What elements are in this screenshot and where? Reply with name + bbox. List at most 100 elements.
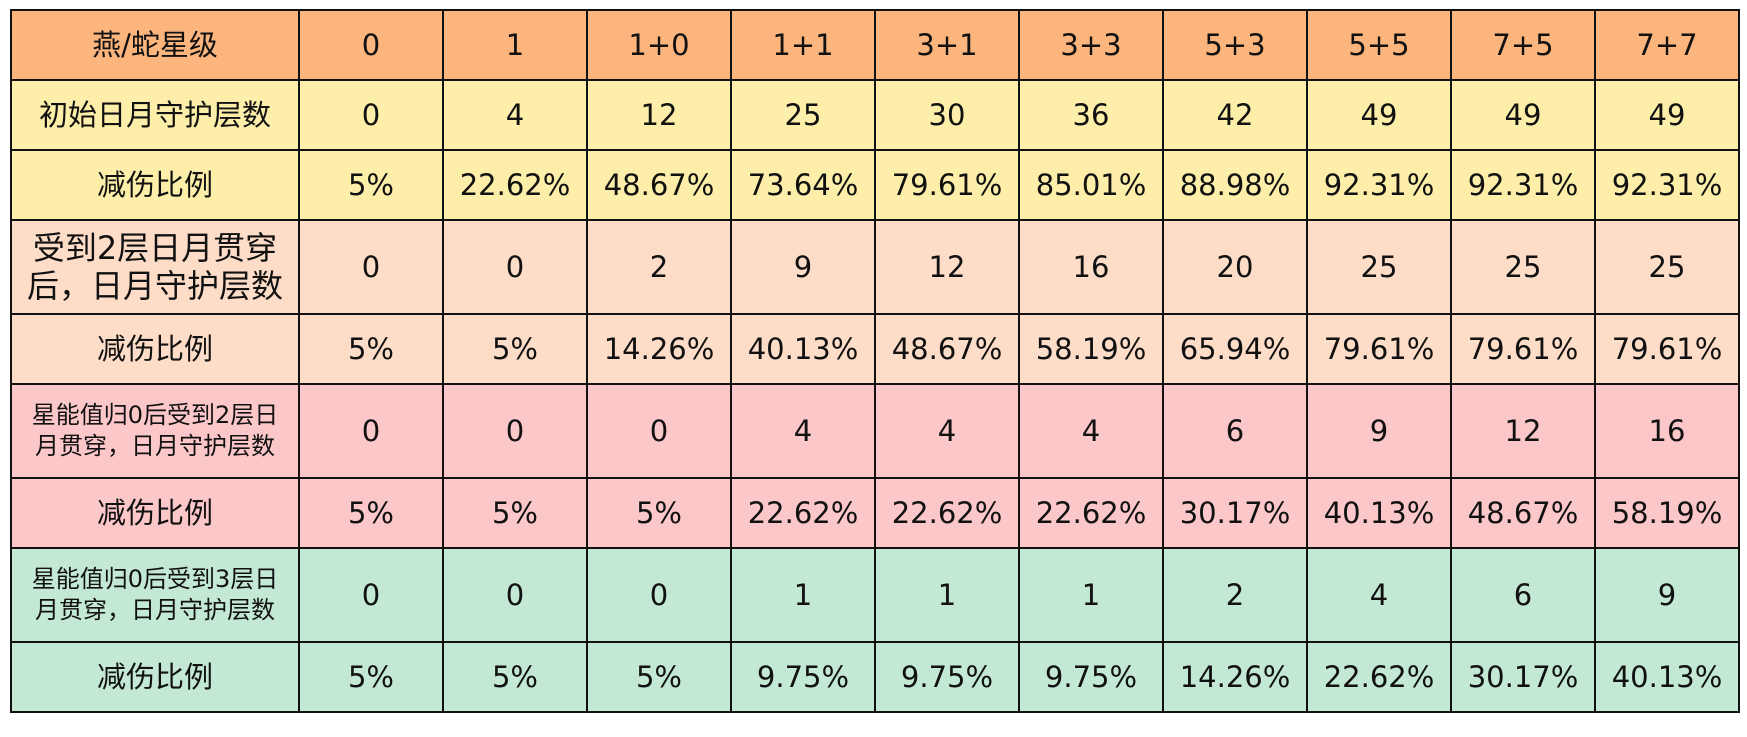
row-label-cell: 减伤比例 [10,313,300,385]
value-cell: 0 [442,219,588,315]
header-star-level-cell: 1+0 [586,9,732,81]
value-cell: 4 [874,383,1020,479]
value-cell: 92.31% [1450,149,1596,221]
value-cell: 9 [1306,383,1452,479]
value-cell: 9.75% [874,641,1020,713]
value-cell: 40.13% [1594,641,1740,713]
value-cell: 0 [298,383,444,479]
value-cell: 85.01% [1018,149,1164,221]
value-cell: 9.75% [730,641,876,713]
value-cell: 12 [1450,383,1596,479]
value-cell: 48.67% [586,149,732,221]
row-label-line: 星能值归0后受到2层日 [31,400,279,429]
value-cell: 0 [298,547,444,643]
value-cell: 20 [1162,219,1308,315]
value-cell: 22.62% [874,477,1020,549]
value-cell: 0 [298,79,444,151]
value-cell: 25 [1594,219,1740,315]
header-star-level-cell: 3+3 [1018,9,1164,81]
value-cell: 12 [586,79,732,151]
value-cell: 16 [1018,219,1164,315]
value-cell: 6 [1450,547,1596,643]
table-row: 星能值归0后受到3层日 月贯穿，日月守护层数 0 0 0 1 1 1 2 4 6… [10,547,1740,643]
header-star-level-cell: 1+1 [730,9,876,81]
value-cell: 0 [586,383,732,479]
value-cell: 22.62% [1306,641,1452,713]
value-cell: 14.26% [586,313,732,385]
header-star-level-cell: 7+5 [1450,9,1596,81]
row-label-cell: 减伤比例 [10,149,300,221]
value-cell: 5% [298,313,444,385]
table-row: 减伤比例 5% 5% 14.26% 40.13% 48.67% 58.19% 6… [10,313,1740,385]
value-cell: 30.17% [1450,641,1596,713]
value-cell: 36 [1018,79,1164,151]
value-cell: 40.13% [1306,477,1452,549]
header-star-level-cell: 7+7 [1594,9,1740,81]
value-cell: 65.94% [1162,313,1308,385]
value-cell: 25 [730,79,876,151]
row-label-cell: 减伤比例 [10,641,300,713]
header-star-level-cell: 5+5 [1306,9,1452,81]
header-star-level-cell: 3+1 [874,9,1020,81]
value-cell: 12 [874,219,1020,315]
value-cell: 5% [442,477,588,549]
row-label-cell: 星能值归0后受到2层日 月贯穿，日月守护层数 [10,383,300,479]
star-level-damage-reduction-table: 燕/蛇星级 0 1 1+0 1+1 3+1 3+3 5+3 5+5 7+5 7+… [10,9,1740,713]
table-row: 初始日月守护层数 0 4 12 25 30 36 42 49 49 49 [10,79,1740,151]
row-label-line: 月贯穿，日月守护层数 [35,596,275,624]
header-row: 燕/蛇星级 0 1 1+0 1+1 3+1 3+3 5+3 5+5 7+5 7+… [10,9,1740,81]
value-cell: 49 [1450,79,1596,151]
row-label-line: 减伤比例 [96,167,213,202]
value-cell: 9 [1594,547,1740,643]
table-row: 减伤比例 5% 22.62% 48.67% 73.64% 79.61% 85.0… [10,149,1740,221]
value-cell: 14.26% [1162,641,1308,713]
value-cell: 79.61% [1594,313,1740,385]
value-cell: 5% [298,477,444,549]
value-cell: 5% [298,149,444,221]
value-cell: 4 [730,383,876,479]
value-cell: 0 [442,383,588,479]
header-star-level-cell: 1 [442,9,588,81]
value-cell: 42 [1162,79,1308,151]
row-label-line: 减伤比例 [96,331,213,366]
table-row: 星能值归0后受到2层日 月贯穿，日月守护层数 0 0 0 4 4 4 6 9 1… [10,383,1740,479]
row-label-cell: 减伤比例 [10,477,300,549]
header-star-level-cell: 0 [298,9,444,81]
value-cell: 58.19% [1594,477,1740,549]
value-cell: 40.13% [730,313,876,385]
table-row: 受到2层日月贯穿 后，日月守护层数 0 0 2 9 12 16 20 25 25… [10,219,1740,315]
value-cell: 1 [730,547,876,643]
value-cell: 9 [730,219,876,315]
value-cell: 0 [442,547,588,643]
value-cell: 4 [1306,547,1452,643]
header-star-level-cell: 5+3 [1162,9,1308,81]
table-row: 减伤比例 5% 5% 5% 9.75% 9.75% 9.75% 14.26% 2… [10,641,1740,713]
value-cell: 22.62% [442,149,588,221]
value-cell: 88.98% [1162,149,1308,221]
value-cell: 73.64% [730,149,876,221]
value-cell: 92.31% [1306,149,1452,221]
value-cell: 1 [874,547,1020,643]
value-cell: 25 [1450,219,1596,315]
header-label-cell: 燕/蛇星级 [10,9,300,81]
value-cell: 48.67% [874,313,1020,385]
row-label-line: 月贯穿，日月守护层数 [35,432,275,460]
row-label-cell: 受到2层日月贯穿 后，日月守护层数 [10,219,300,315]
row-label-line: 初始日月守护层数 [38,97,271,132]
value-cell: 1 [1018,547,1164,643]
row-label-cell: 星能值归0后受到3层日 月贯穿，日月守护层数 [10,547,300,643]
value-cell: 92.31% [1594,149,1740,221]
value-cell: 2 [586,219,732,315]
value-cell: 9.75% [1018,641,1164,713]
value-cell: 5% [586,641,732,713]
value-cell: 2 [1162,547,1308,643]
value-cell: 16 [1594,383,1740,479]
value-cell: 5% [442,641,588,713]
value-cell: 79.61% [874,149,1020,221]
value-cell: 49 [1594,79,1740,151]
value-cell: 6 [1162,383,1308,479]
value-cell: 4 [442,79,588,151]
value-cell: 49 [1306,79,1452,151]
row-label-line: 后，日月守护层数 [26,267,283,305]
value-cell: 22.62% [730,477,876,549]
